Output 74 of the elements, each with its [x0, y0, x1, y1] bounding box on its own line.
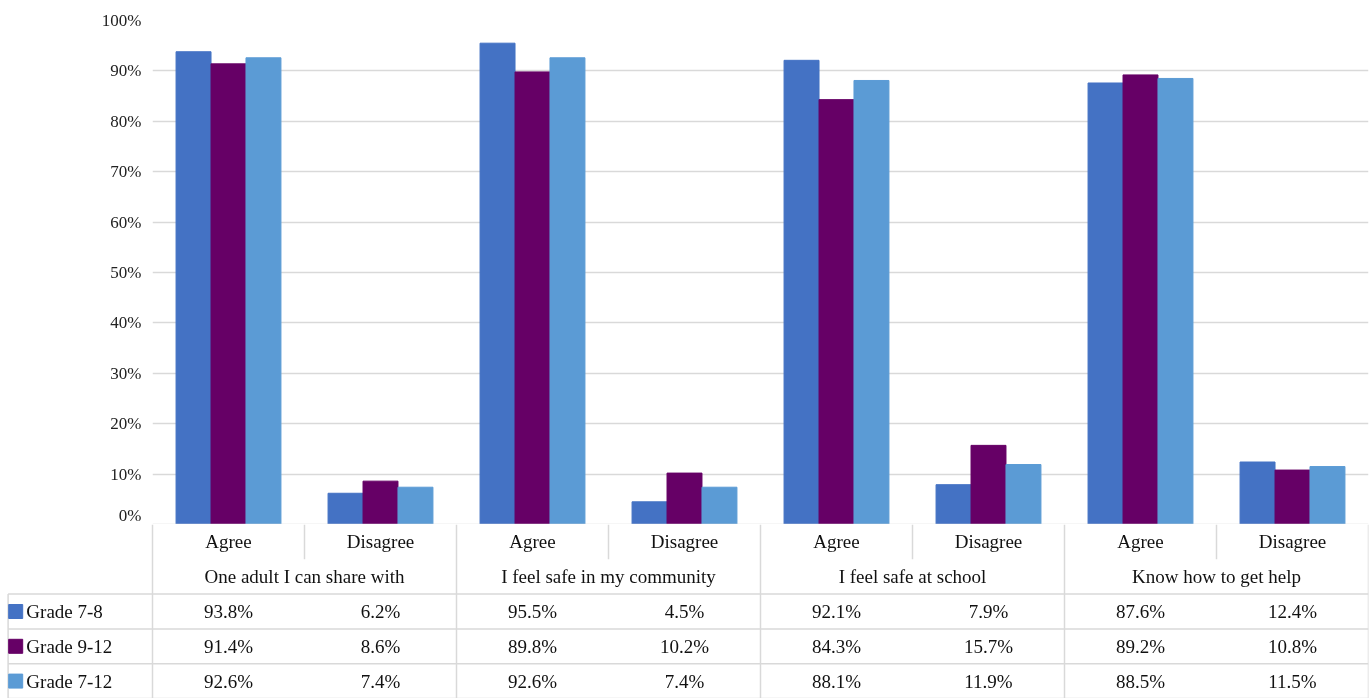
- data-label: 84.3%: [811, 635, 862, 657]
- y-tick-label: 90%: [110, 61, 142, 81]
- y-tick-label: 30%: [110, 363, 142, 383]
- bar: [631, 501, 668, 524]
- data-label: 87.6%: [1115, 601, 1166, 622]
- y-tick-label: 40%: [110, 313, 142, 333]
- bar: [245, 57, 282, 524]
- y-tick-label: 20%: [110, 414, 142, 434]
- x-tick-label: Agree: [205, 531, 252, 553]
- x-tick-label: Disagree: [650, 531, 719, 553]
- bar: [935, 484, 972, 524]
- data-label: 12.4%: [1267, 601, 1318, 622]
- bar: [210, 63, 247, 524]
- data-label: 7.9%: [968, 601, 1009, 622]
- y-tick-label: 10%: [110, 464, 142, 484]
- text: Know how to get help: [1132, 566, 1301, 588]
- x-tick-label: Disagree: [346, 531, 415, 553]
- data-label: 11.5%: [1268, 670, 1317, 692]
- y-tick-label: 80%: [110, 111, 142, 131]
- bar: [175, 51, 212, 524]
- data-label: 15.7%: [963, 635, 1014, 657]
- data-label: 93.8%: [203, 601, 254, 622]
- x-tick-label: Disagree: [954, 531, 1023, 553]
- bar: [783, 59, 820, 524]
- bar: [1087, 82, 1124, 524]
- y-tick-label: 100%: [101, 11, 142, 30]
- data-label: 92.1%: [811, 601, 862, 622]
- bar: [397, 486, 434, 524]
- bar: [1005, 464, 1042, 524]
- bar: [479, 42, 516, 524]
- data-label: 88.1%: [811, 670, 862, 692]
- data-label: 89.8%: [507, 635, 558, 657]
- bar: [327, 492, 364, 524]
- y-tick-label: 70%: [110, 162, 142, 182]
- y-tick-label: 60%: [110, 212, 142, 232]
- legend-label: Grade 7-12: [26, 670, 113, 692]
- data-label: 88.5%: [1115, 670, 1166, 692]
- bar: [818, 99, 855, 524]
- bar: [1239, 461, 1276, 524]
- data-label: 6.2%: [360, 601, 401, 622]
- x-tick-label: Agree: [1117, 531, 1164, 553]
- bar: [514, 71, 551, 524]
- data-label: 95.5%: [507, 601, 558, 622]
- bar: [362, 480, 399, 524]
- bar: [1157, 77, 1194, 524]
- data-label: 91.4%: [203, 635, 254, 657]
- x-tick-label: Agree: [509, 531, 556, 553]
- bar: [1274, 469, 1311, 524]
- bar: [1122, 74, 1159, 524]
- data-label: 92.6%: [203, 670, 254, 692]
- y-tick-label: 0%: [118, 505, 142, 525]
- data-label: 89.2%: [1115, 635, 1166, 657]
- bar: [1309, 466, 1346, 524]
- data-label: 10.2%: [659, 635, 710, 657]
- data-label: 10.8%: [1267, 635, 1318, 657]
- bar: [970, 444, 1007, 524]
- data-label: 4.5%: [664, 601, 705, 622]
- data-label: 11.9%: [964, 670, 1013, 692]
- data-label: 92.6%: [507, 670, 558, 692]
- text: I feel safe at school: [838, 566, 987, 588]
- legend-label: Grade 9-12: [26, 635, 113, 657]
- x-tick-label: Disagree: [1258, 531, 1327, 553]
- data-label: 7.4%: [664, 670, 705, 692]
- text: I feel safe in my community: [501, 566, 717, 588]
- bar: [666, 472, 703, 524]
- text: One adult I can share with: [204, 566, 405, 588]
- y-tick-label: 50%: [110, 263, 142, 282]
- legend-label: Grade 7-8: [26, 601, 103, 622]
- data-label: 8.6%: [360, 635, 401, 657]
- data-label: 7.4%: [360, 670, 401, 692]
- bar: [853, 79, 890, 524]
- bar: [701, 486, 738, 524]
- bar: [549, 57, 586, 524]
- x-tick-label: Agree: [813, 531, 860, 553]
